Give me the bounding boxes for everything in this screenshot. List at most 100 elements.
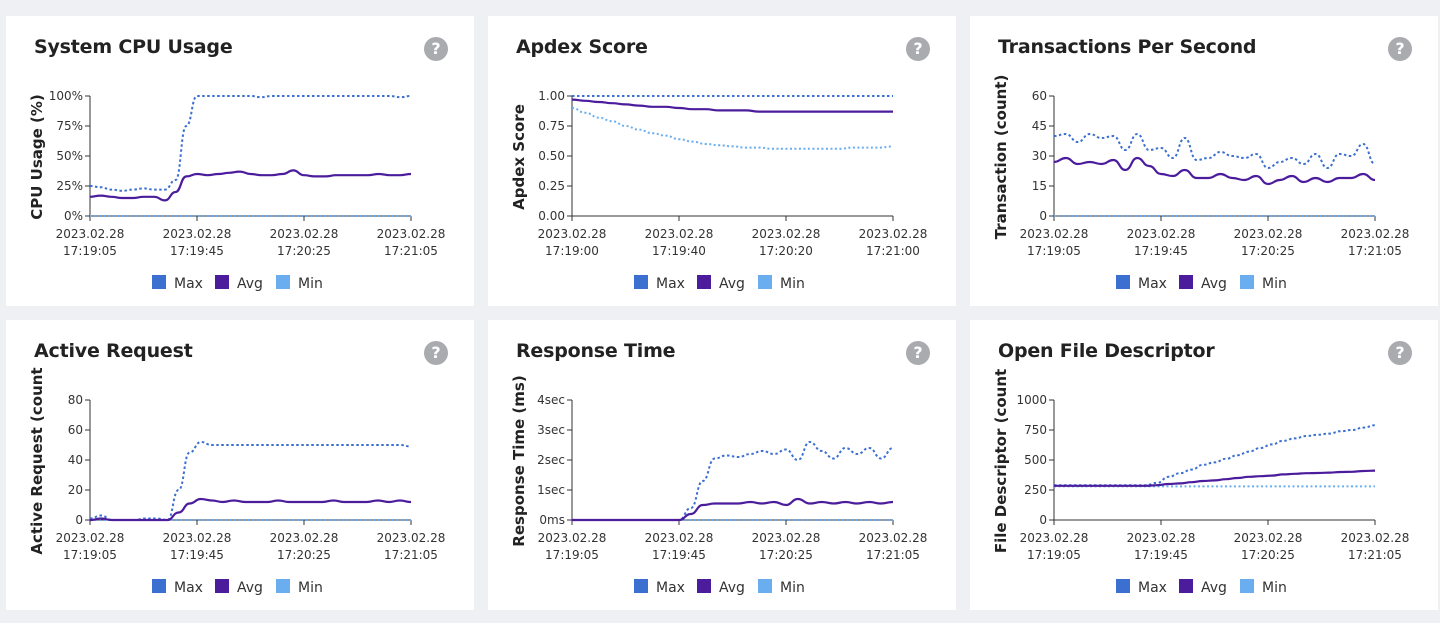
legend-label-avg[interactable]: Avg [1201, 580, 1227, 596]
chart-panel-apdex: Apdex Score? 0.00 0.25 0.50 0.75 1.00 2023.02.… [488, 16, 956, 306]
legend-label-min[interactable]: Min [1262, 580, 1287, 596]
legend-swatch-min[interactable] [276, 275, 290, 289]
y-tick-label: 2sec [537, 453, 565, 467]
y-tick-label: 60 [68, 423, 83, 437]
legend-label-min[interactable]: Min [1262, 276, 1287, 292]
question-circle-icon[interactable]: ? [424, 37, 448, 61]
x-tick-label-time: 17:20:20 [759, 244, 813, 258]
series-line-max [1053, 132, 1376, 170]
question-circle-icon[interactable]: ? [1388, 341, 1412, 365]
series-line-avg [572, 497, 894, 522]
y-tick-label: 80 [68, 393, 83, 407]
legend-swatch-max[interactable] [1116, 275, 1130, 289]
x-tick-label-date: 2023.02.28 [538, 531, 607, 545]
y-tick-label: 0.75 [538, 119, 565, 133]
legend-swatch-min[interactable] [758, 275, 772, 289]
legend-label-max[interactable]: Max [1138, 276, 1167, 292]
y-tick-label: 0.25 [538, 179, 565, 193]
x-tick-label-date: 2023.02.28 [377, 227, 446, 241]
legend-swatch-avg[interactable] [215, 579, 229, 593]
legend-swatch-min[interactable] [1240, 275, 1254, 289]
y-tick-label: 3sec [537, 423, 565, 437]
y-tick-label: 100% [49, 89, 83, 103]
legend-label-min[interactable]: Min [780, 580, 805, 596]
series-line-max [89, 95, 412, 192]
legend-label-min[interactable]: Min [298, 276, 323, 292]
x-tick-label-time: 17:19:45 [652, 548, 706, 562]
legend-swatch-avg[interactable] [697, 275, 711, 289]
legend-label-max[interactable]: Max [174, 580, 203, 596]
legend-swatch-avg[interactable] [215, 275, 229, 289]
legend-swatch-max[interactable] [1116, 579, 1130, 593]
legend-label-max[interactable]: Max [656, 276, 685, 292]
x-tick-label-date: 2023.02.28 [538, 227, 607, 241]
legend-label-min[interactable]: Min [298, 580, 323, 596]
chart-panel-resp: Response Time? 0ms 1sec 2sec 3sec 4sec 2023.02… [488, 320, 956, 610]
x-tick-label-time: 17:21:05 [384, 548, 438, 562]
x-tick-label-time: 17:20:25 [1241, 244, 1295, 258]
y-tick-label: 30 [1032, 149, 1047, 163]
y-tick-label: 45 [1032, 119, 1047, 133]
y-axis-label: Active Request (count [28, 367, 46, 554]
legend-swatch-avg[interactable] [1179, 275, 1193, 289]
y-tick-label: 75% [56, 119, 83, 133]
x-tick-label-date: 2023.02.28 [752, 227, 821, 241]
y-tick-label: 250 [1024, 483, 1047, 497]
legend-label-min[interactable]: Min [780, 276, 805, 292]
x-tick-label-date: 2023.02.28 [1341, 227, 1410, 241]
x-tick-label-date: 2023.02.28 [1020, 227, 1089, 241]
question-circle-icon[interactable]: ? [906, 37, 930, 61]
chart-title: Open File Descriptor [998, 340, 1215, 362]
x-tick-label-time: 17:19:05 [1027, 548, 1081, 562]
legend-label-avg[interactable]: Avg [237, 580, 263, 596]
question-circle-icon[interactable]: ? [906, 341, 930, 365]
legend-swatch-min[interactable] [758, 579, 772, 593]
legend-swatch-max[interactable] [634, 579, 648, 593]
legend-label-max[interactable]: Max [1138, 580, 1167, 596]
legend-swatch-max[interactable] [152, 275, 166, 289]
x-tick-label-time: 17:21:00 [866, 244, 920, 258]
chart-svg-apdex: 0.00 0.25 0.50 0.75 1.00 2023.02.28 17:19:00 20… [510, 89, 927, 292]
x-tick-label-time: 17:21:05 [384, 244, 438, 258]
legend-swatch-max[interactable] [634, 275, 648, 289]
y-tick-label: 0 [1039, 209, 1047, 223]
x-tick-label-time: 17:19:40 [652, 244, 706, 258]
x-tick-label-date: 2023.02.28 [645, 227, 714, 241]
y-tick-label: 50% [56, 149, 83, 163]
y-tick-label: 40 [68, 453, 83, 467]
legend-label-avg[interactable]: Avg [719, 580, 745, 596]
x-tick-label-date: 2023.02.28 [1234, 531, 1303, 545]
y-tick-label: 15 [1032, 179, 1047, 193]
series-line-avg [1054, 469, 1376, 487]
question-circle-icon[interactable]: ? [424, 341, 448, 365]
legend-swatch-max[interactable] [152, 579, 166, 593]
x-tick-label-time: 17:20:25 [1241, 548, 1295, 562]
y-tick-label: 0% [64, 209, 83, 223]
chart-svg-cpu: 0% 25% 50% 75% 100% 2023.02.28 17:19:05 2023.02… [28, 89, 446, 292]
y-tick-label: 1.00 [538, 89, 565, 103]
legend-label-max[interactable]: Max [174, 276, 203, 292]
chart-panel-tps: Transactions Per Second? 0 15 30 45 60 2023.02… [970, 16, 1438, 306]
y-tick-label: 25% [56, 179, 83, 193]
legend-swatch-avg[interactable] [697, 579, 711, 593]
legend-label-max[interactable]: Max [656, 580, 685, 596]
series-line-max [1053, 424, 1376, 487]
legend-label-avg[interactable]: Avg [1201, 276, 1227, 292]
x-tick-label-date: 2023.02.28 [645, 531, 714, 545]
y-tick-label: 0 [75, 513, 83, 527]
y-tick-label: 60 [1032, 89, 1047, 103]
chart-title: Response Time [516, 340, 676, 362]
legend-label-avg[interactable]: Avg [719, 276, 745, 292]
legend-swatch-min[interactable] [1240, 579, 1254, 593]
legend-swatch-min[interactable] [276, 579, 290, 593]
question-circle-icon[interactable]: ? [1388, 37, 1412, 61]
x-tick-label-time: 17:19:05 [1027, 244, 1081, 258]
y-tick-label: 0 [1039, 513, 1047, 527]
y-axis-label: Apdex Score [510, 104, 528, 210]
legend-label-avg[interactable]: Avg [237, 276, 263, 292]
y-tick-label: 500 [1024, 453, 1047, 467]
x-tick-label-date: 2023.02.28 [270, 227, 339, 241]
x-tick-label-time: 17:19:05 [63, 548, 117, 562]
legend-swatch-avg[interactable] [1179, 579, 1193, 593]
y-tick-label: 0.00 [538, 209, 565, 223]
